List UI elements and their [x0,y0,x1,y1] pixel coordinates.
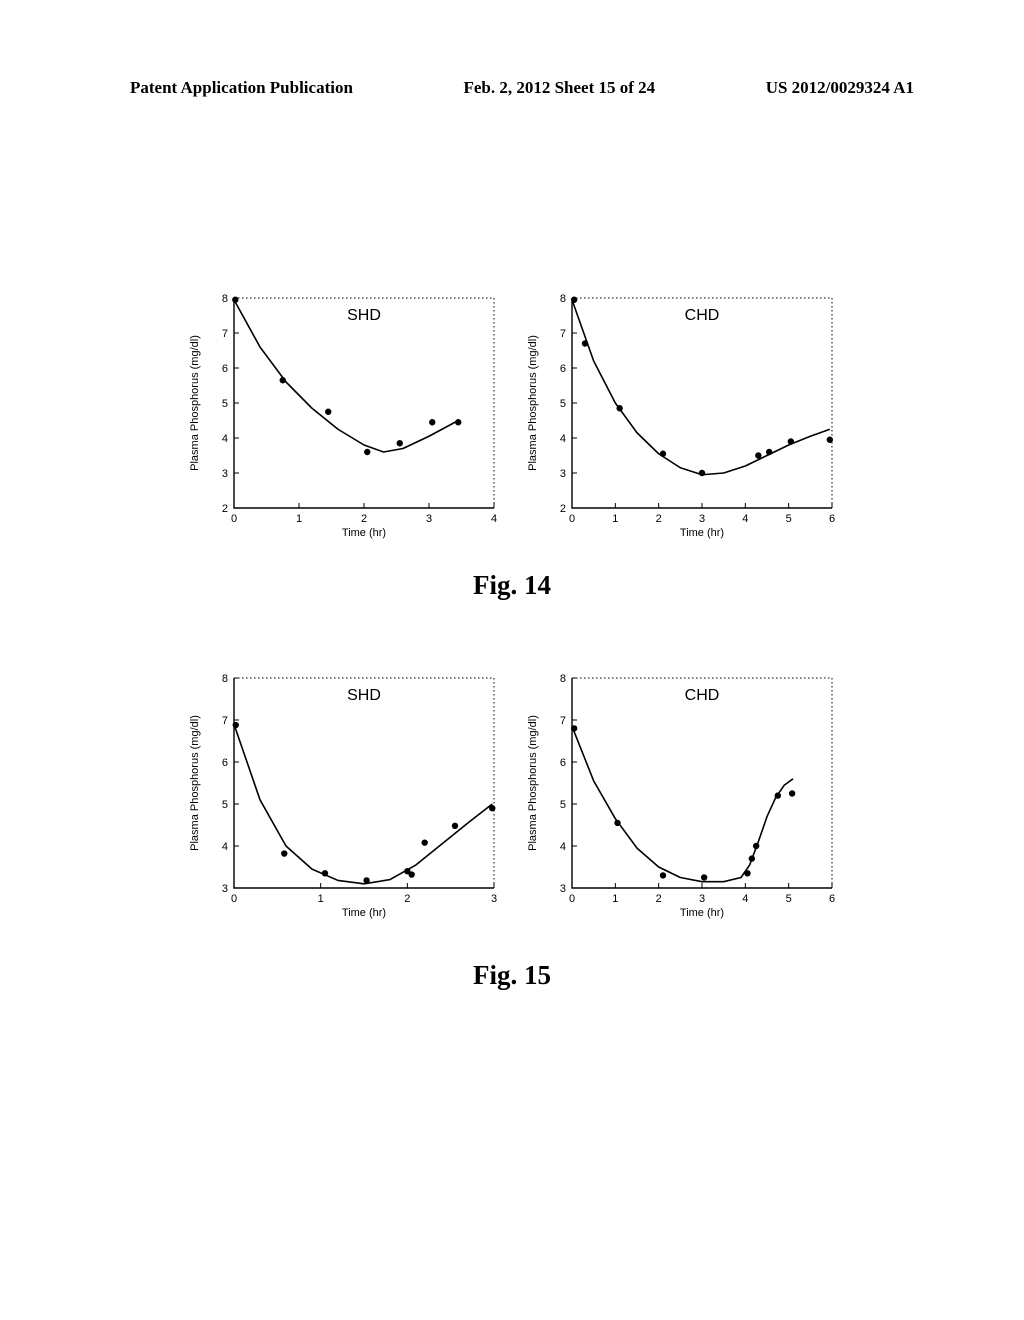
svg-text:3: 3 [426,513,432,525]
page-header: Patent Application Publication Feb. 2, 2… [0,78,1024,98]
svg-text:3: 3 [491,893,497,905]
svg-text:4: 4 [222,433,228,445]
svg-text:6: 6 [222,757,228,769]
svg-text:Time (hr): Time (hr) [342,907,386,919]
svg-text:Time (hr): Time (hr) [342,527,386,539]
svg-text:4: 4 [222,841,228,853]
svg-text:0: 0 [569,893,575,905]
svg-text:8: 8 [222,293,228,305]
figure-15-caption: Fig. 15 [0,960,1024,991]
svg-text:6: 6 [560,757,566,769]
svg-text:1: 1 [318,893,324,905]
svg-text:5: 5 [222,398,228,410]
chart-fig14-chd: 0 1 2 3 4 5 6 2 3 4 5 6 7 8 Time (hr) Plasma Phosphorus… [522,290,840,548]
svg-text:4: 4 [742,893,748,905]
header-center: Feb. 2, 2012 Sheet 15 of 24 [463,78,655,98]
svg-text:Plasma Phosphorus (mg/dl): Plasma Phosphorus (mg/dl) [189,715,201,851]
svg-text:2: 2 [656,893,662,905]
svg-text:7: 7 [560,328,566,340]
svg-text:Time (hr): Time (hr) [680,527,724,539]
svg-text:2: 2 [404,893,410,905]
svg-text:3: 3 [222,468,228,480]
svg-text:3: 3 [560,468,566,480]
svg-text:3: 3 [699,513,705,525]
chart-fig15-shd: 0 1 2 3 3 4 5 6 7 8 Time (hr) Plasma Phosphorus (mg… [184,670,502,928]
svg-text:7: 7 [560,715,566,727]
svg-text:SHD: SHD [347,687,381,704]
svg-text:4: 4 [491,513,497,525]
svg-text:0: 0 [569,513,575,525]
svg-text:5: 5 [560,398,566,410]
svg-text:6: 6 [560,363,566,375]
svg-text:1: 1 [296,513,302,525]
svg-text:8: 8 [222,673,228,685]
svg-text:CHD: CHD [685,687,720,704]
svg-text:5: 5 [560,799,566,811]
figure-14-row: 0 1 2 3 4 2 3 4 5 6 7 8 Time (hr) Plasma Phosphorus (… [0,290,1024,548]
figure-14-caption: Fig. 14 [0,570,1024,601]
figure-15-row: 0 1 2 3 3 4 5 6 7 8 Time (hr) Plasma Phosphorus (mg… [0,670,1024,928]
svg-text:6: 6 [222,363,228,375]
svg-text:0: 0 [231,513,237,525]
svg-text:1: 1 [612,893,618,905]
svg-text:0: 0 [231,893,237,905]
header-right: US 2012/0029324 A1 [766,78,914,98]
svg-text:Plasma Phosphorus (mg/dl): Plasma Phosphorus (mg/dl) [527,335,539,471]
svg-text:Plasma Phosphorus (mg/dl): Plasma Phosphorus (mg/dl) [527,715,539,851]
svg-text:8: 8 [560,293,566,305]
svg-text:2: 2 [560,503,566,515]
svg-text:Plasma Phosphorus (mg/dl): Plasma Phosphorus (mg/dl) [189,335,201,471]
svg-text:Time (hr): Time (hr) [680,907,724,919]
svg-text:SHD: SHD [347,307,381,324]
svg-text:8: 8 [560,673,566,685]
svg-text:4: 4 [560,841,566,853]
svg-text:1: 1 [612,513,618,525]
svg-text:2: 2 [361,513,367,525]
svg-text:4: 4 [560,433,566,445]
svg-text:3: 3 [699,893,705,905]
svg-text:4: 4 [742,513,748,525]
chart-fig15-chd: 0 1 2 3 4 5 6 3 4 5 6 7 8 Time (hr) Plasma Phosphorus … [522,670,840,928]
svg-text:6: 6 [829,893,835,905]
svg-text:3: 3 [222,883,228,895]
svg-text:5: 5 [786,893,792,905]
chart-fig14-shd: 0 1 2 3 4 2 3 4 5 6 7 8 Time (hr) Plasma Phosphorus (… [184,290,502,548]
header-left: Patent Application Publication [130,78,353,98]
svg-text:7: 7 [222,328,228,340]
svg-text:2: 2 [656,513,662,525]
svg-text:5: 5 [786,513,792,525]
svg-text:CHD: CHD [685,307,720,324]
svg-text:6: 6 [829,513,835,525]
svg-text:5: 5 [222,799,228,811]
svg-text:2: 2 [222,503,228,515]
svg-text:3: 3 [560,883,566,895]
svg-text:7: 7 [222,715,228,727]
